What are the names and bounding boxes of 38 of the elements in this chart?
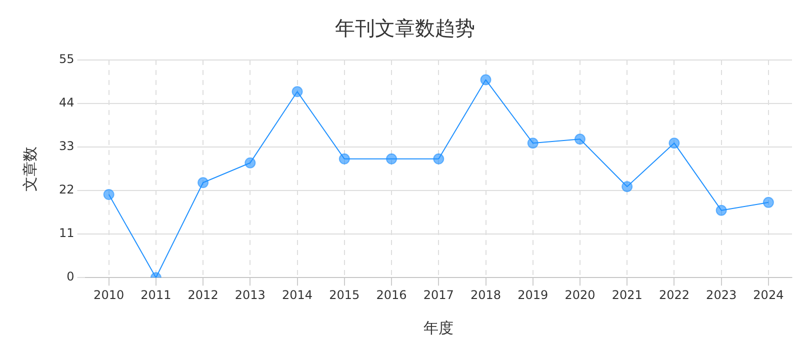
y-tick-label: 22 bbox=[58, 182, 74, 197]
x-tick-label: 2012 bbox=[188, 288, 218, 302]
chart-title: 年刊文章数趋势 bbox=[335, 16, 475, 40]
point bbox=[574, 134, 586, 145]
point bbox=[716, 204, 727, 216]
x-tick-label: 2011 bbox=[140, 288, 172, 302]
point bbox=[292, 86, 303, 98]
x-tick-label: 2020 bbox=[564, 288, 596, 302]
point bbox=[386, 153, 398, 164]
x-tick-label: 2014 bbox=[282, 288, 313, 302]
point bbox=[762, 196, 774, 208]
x-tick-label: 2019 bbox=[518, 288, 548, 302]
x-axis-title: 年度 bbox=[424, 318, 454, 337]
x-tick-label: 2017 bbox=[423, 288, 454, 302]
point bbox=[668, 138, 680, 149]
point bbox=[433, 153, 444, 164]
x-tick-label: 2023 bbox=[706, 288, 737, 302]
point bbox=[198, 177, 209, 188]
x-tick-label: 2018 bbox=[470, 288, 502, 302]
x-tick-label: 2013 bbox=[234, 288, 266, 302]
point bbox=[103, 189, 114, 200]
y-tick-label: 0 bbox=[66, 270, 74, 284]
x-tick-label: 2016 bbox=[376, 288, 407, 302]
x-tick-label: 2024 bbox=[753, 288, 784, 302]
point bbox=[338, 153, 350, 164]
point bbox=[527, 138, 538, 149]
x-tick-label: 2015 bbox=[329, 288, 360, 302]
y-axis-title: 文章数 bbox=[20, 146, 39, 192]
y-tick-label: 55 bbox=[58, 52, 74, 66]
point bbox=[244, 157, 256, 168]
x-tick-label: 2022 bbox=[658, 288, 690, 302]
y-tick-label: 11 bbox=[58, 226, 74, 240]
x-tick-label: 2021 bbox=[612, 288, 642, 302]
x-tick-label: 2010 bbox=[94, 288, 124, 302]
point bbox=[622, 181, 633, 192]
point bbox=[480, 74, 492, 86]
y-tick-label: 33 bbox=[58, 139, 74, 154]
y-tick-label: 44 bbox=[58, 96, 74, 110]
